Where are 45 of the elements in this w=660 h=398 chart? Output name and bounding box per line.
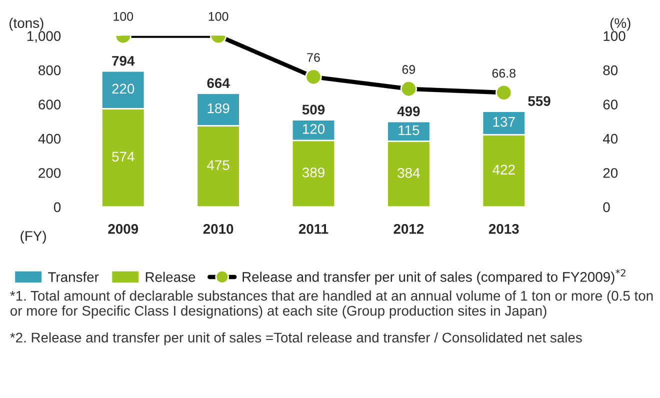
y-axis-title: (tons) (10, 18, 44, 31)
total-label: 559 (528, 96, 550, 106)
total-label: 664 (207, 78, 230, 88)
x-tick-label: 2009 (108, 224, 138, 234)
y2-tick-label: 80 (603, 65, 618, 76)
data-label: 120 (302, 124, 325, 134)
y-tick-label: 400 (38, 134, 61, 144)
total-label: 499 (397, 106, 420, 116)
data-label: 100 (208, 12, 228, 21)
y-tick-label: 1,000 (27, 31, 61, 43)
data-label: 475 (207, 160, 230, 170)
y2-tick-label: 20 (603, 168, 618, 178)
y2-tick-label: 100 (604, 31, 626, 41)
data-label: 389 (302, 168, 324, 178)
legend-label: Release and transfer per unit of sales (compared to FY2009)$^{*2}$ (242, 269, 626, 285)
data-label: 66.8 (492, 68, 516, 78)
y-tick-label: 600 (38, 100, 61, 110)
y-tick-label: 200 (38, 168, 61, 178)
text: *1. Total amount of declarable substances that are handled at an annual volume of 1 ton or more (0.5 ton or more for Specific Class I designations) at each site (Group production sites in Japan) (10, 290, 653, 318)
x-tick-label: 2011 (298, 224, 328, 234)
legend-label: Transfer (48, 272, 99, 282)
data-label: 100 (114, 12, 134, 21)
y2-tick-label: 0 (603, 202, 610, 212)
x-tick-label: 2013 (488, 224, 519, 234)
y-tick-label: 800 (38, 65, 61, 76)
data-label: 220 (112, 84, 134, 94)
x-axis-title: (FY) (20, 230, 46, 244)
y2-tick-label: 40 (602, 134, 618, 144)
total-label: 794 (112, 56, 135, 66)
text: *2. Release and transfer per unit of sales =Total release and transfer / Consolidated net sales (10, 332, 582, 346)
data-label: 574 (112, 152, 134, 162)
data-label: 69 (402, 65, 416, 74)
data-label: 76 (307, 53, 320, 62)
y-tick-label: 0 (54, 202, 61, 212)
y2-axis-title: (%) (610, 18, 630, 31)
total-label: 509 (302, 104, 325, 115)
data-label: 115 (398, 125, 420, 136)
x-tick-label: 2010 (203, 224, 234, 234)
data-label: 189 (208, 103, 230, 114)
legend-label: Release (146, 272, 196, 282)
data-label: 422 (492, 164, 515, 174)
data-label: 384 (398, 168, 420, 178)
y2-tick-label: 60 (603, 100, 618, 110)
x-tick-label: 2012 (394, 224, 424, 234)
data-label: 137 (493, 116, 515, 127)
